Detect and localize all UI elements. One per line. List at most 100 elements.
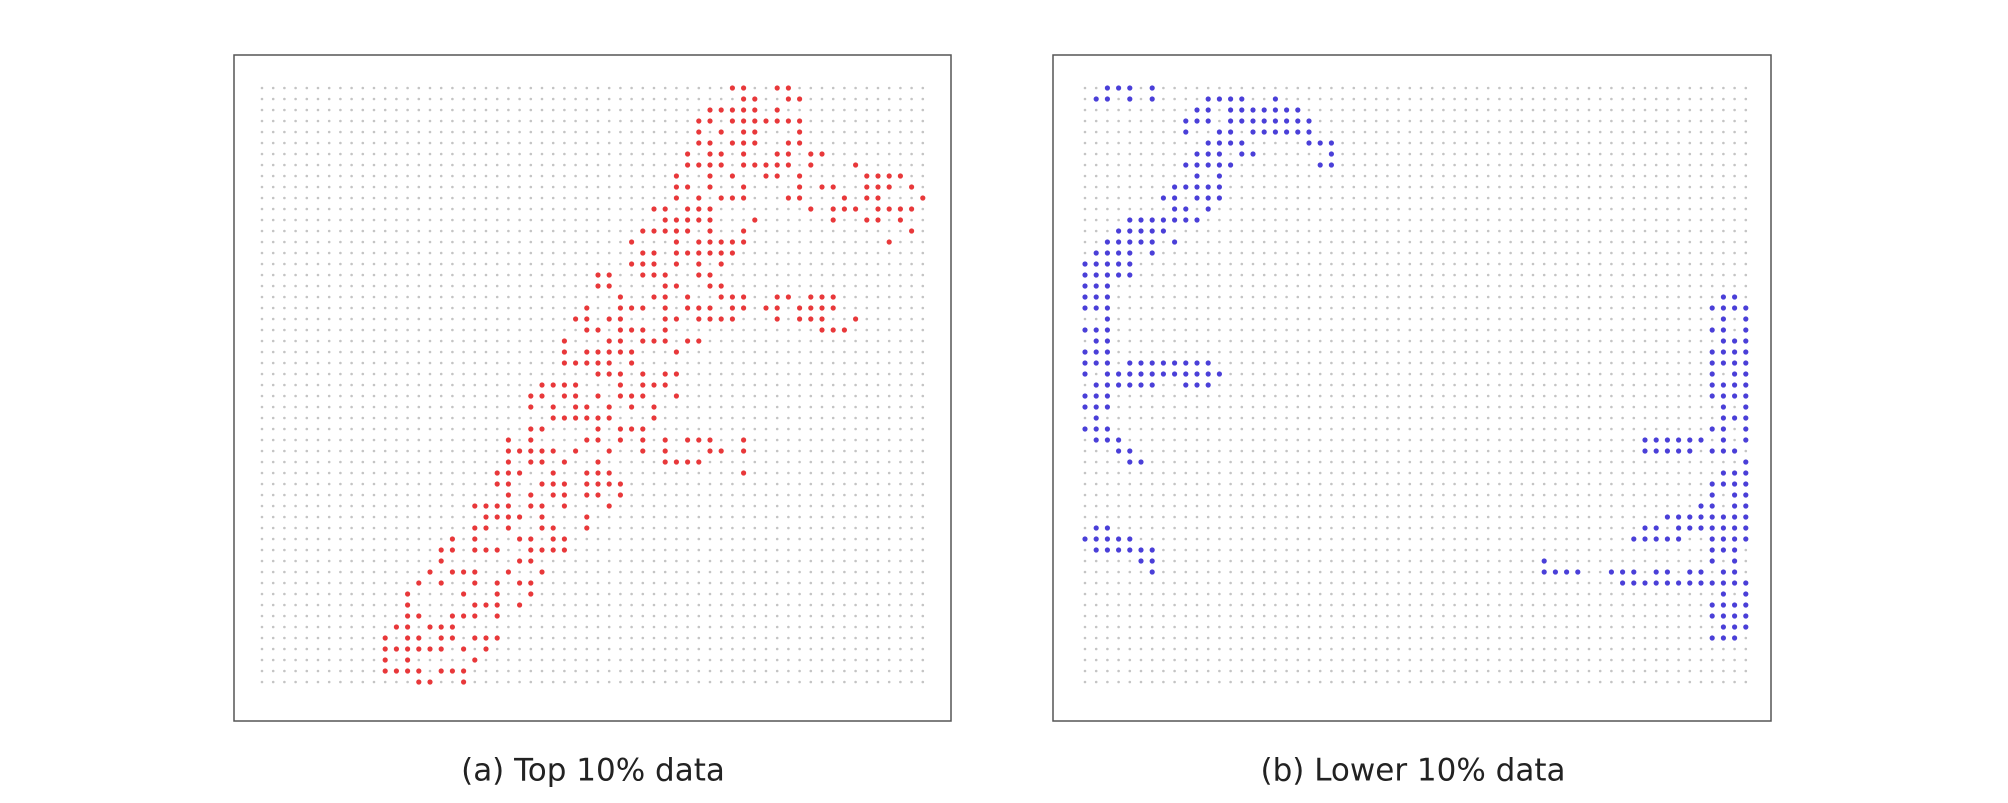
grid-dot	[686, 284, 689, 288]
grid-dot	[395, 295, 398, 299]
grid-dot	[1486, 372, 1490, 376]
grid-dot	[495, 427, 499, 431]
grid-dot	[1531, 350, 1535, 354]
grid-dot	[619, 273, 622, 277]
grid-dot	[663, 570, 667, 574]
grid-dot	[820, 251, 824, 255]
grid-dot	[910, 504, 913, 508]
grid-dot	[283, 284, 286, 288]
grid-dot	[1318, 251, 1322, 255]
grid-dot	[686, 262, 689, 266]
grid-dot	[305, 394, 309, 398]
grid-dot	[395, 570, 398, 574]
grid-dot	[451, 141, 454, 145]
grid-dot	[1285, 295, 1288, 299]
grid-dot	[1274, 152, 1277, 156]
grid-dot	[663, 581, 667, 585]
grid-dot	[619, 218, 622, 222]
grid-dot	[1363, 328, 1367, 332]
grid-dot	[607, 537, 611, 541]
grid-dot	[719, 471, 723, 475]
grid-dot	[1666, 229, 1669, 233]
grid-dot	[854, 559, 857, 563]
grid-dot	[551, 339, 555, 343]
grid-dot	[1206, 251, 1210, 255]
grid-dot	[383, 229, 387, 233]
grid-dot	[484, 559, 488, 563]
highlight-dot	[685, 459, 691, 465]
grid-dot	[630, 295, 633, 299]
grid-dot	[1520, 251, 1524, 255]
grid-dot	[271, 515, 275, 519]
grid-dot	[1509, 163, 1512, 167]
grid-dot	[473, 97, 477, 101]
grid-dot	[1643, 361, 1647, 365]
grid-dot	[809, 416, 813, 420]
grid-dot	[339, 361, 342, 365]
grid-dot	[831, 284, 835, 288]
grid-dot	[484, 405, 488, 409]
grid-dot	[1106, 229, 1109, 233]
highlight-dot	[662, 206, 668, 212]
grid-dot	[596, 119, 600, 123]
grid-dot	[854, 229, 857, 233]
grid-dot	[271, 449, 275, 453]
highlight-dot	[707, 151, 713, 157]
grid-dot	[1352, 163, 1356, 167]
highlight-dot	[1295, 107, 1301, 113]
grid-dot	[1318, 383, 1322, 387]
grid-dot	[641, 108, 645, 112]
highlight-dot	[1216, 140, 1222, 146]
grid-dot	[563, 97, 566, 101]
grid-dot	[350, 647, 353, 651]
grid-dot	[1408, 251, 1412, 255]
grid-dot	[775, 339, 779, 343]
grid-dot	[1274, 295, 1277, 299]
grid-dot	[910, 284, 913, 288]
highlight-dot	[774, 118, 780, 124]
grid-dot	[372, 416, 376, 420]
grid-dot	[663, 537, 667, 541]
highlight-dot	[651, 382, 657, 388]
grid-dot	[1643, 185, 1647, 189]
grid-dot	[361, 405, 365, 409]
grid-dot	[876, 240, 880, 244]
grid-dot	[1363, 119, 1367, 123]
grid-dot	[1274, 174, 1277, 178]
grid-dot	[1117, 119, 1120, 123]
grid-dot	[451, 394, 454, 398]
grid-dot	[887, 504, 891, 508]
grid-dot	[775, 372, 779, 376]
grid-dot	[1274, 350, 1277, 354]
grid-dot	[1677, 174, 1680, 178]
grid-dot	[630, 493, 633, 497]
grid-dot	[787, 130, 790, 134]
grid-dot	[1173, 163, 1176, 167]
grid-dot	[372, 394, 376, 398]
grid-dot	[820, 372, 824, 376]
grid-dot	[1374, 240, 1378, 244]
grid-dot	[271, 361, 275, 365]
grid-dot	[619, 97, 622, 101]
grid-dot	[451, 680, 454, 684]
grid-dot	[775, 284, 779, 288]
grid-dot	[1688, 108, 1692, 112]
grid-dot	[462, 284, 465, 288]
highlight-dot	[595, 371, 601, 377]
grid-dot	[439, 284, 443, 288]
grid-dot	[451, 317, 454, 321]
grid-dot	[1251, 328, 1255, 332]
grid-dot	[921, 86, 925, 90]
grid-dot	[787, 471, 790, 475]
grid-dot	[305, 537, 309, 541]
grid-dot	[899, 603, 902, 607]
grid-dot	[1554, 284, 1557, 288]
grid-dot	[316, 229, 320, 233]
grid-dot	[1442, 306, 1445, 310]
grid-dot	[316, 130, 320, 134]
grid-dot	[518, 614, 521, 618]
grid-dot	[1632, 306, 1636, 310]
grid-dot	[1296, 97, 1300, 101]
highlight-dot	[1116, 261, 1122, 267]
grid-dot	[1733, 196, 1736, 200]
